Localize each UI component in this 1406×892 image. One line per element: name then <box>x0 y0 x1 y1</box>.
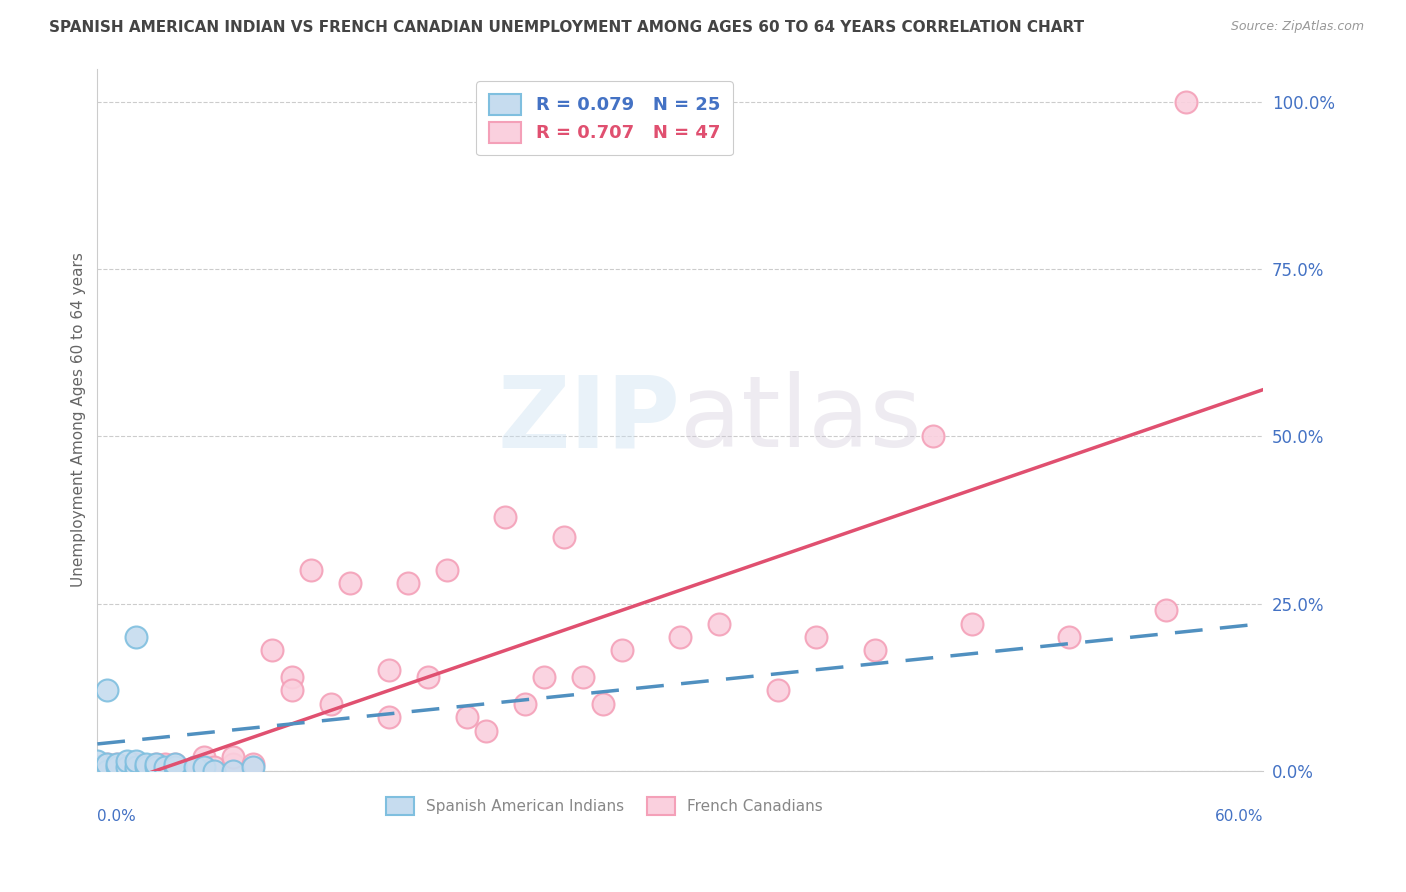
Point <box>115 754 138 768</box>
Point <box>495 509 517 524</box>
Point <box>165 757 187 772</box>
Point <box>222 764 245 778</box>
Point <box>960 616 983 631</box>
Point <box>709 616 731 631</box>
Point <box>145 757 167 772</box>
Point <box>1057 630 1080 644</box>
Point <box>96 757 118 772</box>
Y-axis label: Unemployment Among Ages 60 to 64 years: Unemployment Among Ages 60 to 64 years <box>72 252 86 587</box>
Point <box>165 760 187 774</box>
Point <box>299 563 322 577</box>
Point <box>86 760 108 774</box>
Point <box>339 576 361 591</box>
Point <box>105 760 128 774</box>
Point <box>183 760 205 774</box>
Point <box>125 757 148 772</box>
Point <box>135 757 157 772</box>
Text: atlas: atlas <box>681 371 922 468</box>
Point <box>135 760 157 774</box>
Point <box>436 563 458 577</box>
Point <box>165 760 187 774</box>
Point <box>115 760 138 774</box>
Point <box>145 760 167 774</box>
Point <box>155 760 177 774</box>
Point <box>572 670 595 684</box>
Point <box>922 429 945 443</box>
Point <box>610 643 633 657</box>
Point <box>669 630 692 644</box>
Point <box>135 760 157 774</box>
Point <box>183 760 205 774</box>
Point <box>280 670 302 684</box>
Point <box>378 664 401 678</box>
Point <box>96 757 118 772</box>
Text: ZIP: ZIP <box>498 371 681 468</box>
Point <box>242 760 264 774</box>
Point <box>863 643 886 657</box>
Point <box>592 697 614 711</box>
Point <box>155 757 177 772</box>
Point <box>115 760 138 774</box>
Point <box>766 683 789 698</box>
Point <box>86 760 108 774</box>
Text: SPANISH AMERICAN INDIAN VS FRENCH CANADIAN UNEMPLOYMENT AMONG AGES 60 TO 64 YEAR: SPANISH AMERICAN INDIAN VS FRENCH CANADI… <box>49 20 1084 35</box>
Text: 0.0%: 0.0% <box>97 809 136 824</box>
Point <box>475 723 498 738</box>
Point <box>86 754 108 768</box>
Point <box>193 750 215 764</box>
Point <box>222 757 245 772</box>
Point <box>145 757 167 772</box>
Text: Source: ZipAtlas.com: Source: ZipAtlas.com <box>1230 20 1364 33</box>
Point <box>1174 95 1197 109</box>
Point <box>396 576 419 591</box>
Point <box>319 697 342 711</box>
Point <box>806 630 828 644</box>
Point <box>193 760 215 774</box>
Point <box>125 760 148 774</box>
Point <box>513 697 536 711</box>
Point <box>280 683 302 698</box>
Point <box>165 757 187 772</box>
Point <box>105 757 128 772</box>
Point <box>242 757 264 772</box>
Point <box>125 754 148 768</box>
Point <box>1154 603 1177 617</box>
Text: 60.0%: 60.0% <box>1215 809 1264 824</box>
Point <box>202 760 225 774</box>
Point <box>125 764 148 778</box>
Point <box>416 670 439 684</box>
Point <box>105 757 128 772</box>
Point <box>202 764 225 778</box>
Point <box>105 764 128 778</box>
Point <box>262 643 284 657</box>
Legend: Spanish American Indians, French Canadians: Spanish American Indians, French Canadia… <box>378 789 831 822</box>
Point <box>553 530 575 544</box>
Point <box>96 764 118 778</box>
Point <box>125 630 148 644</box>
Point <box>378 710 401 724</box>
Point <box>222 750 245 764</box>
Point <box>96 683 118 698</box>
Point <box>533 670 555 684</box>
Point <box>456 710 478 724</box>
